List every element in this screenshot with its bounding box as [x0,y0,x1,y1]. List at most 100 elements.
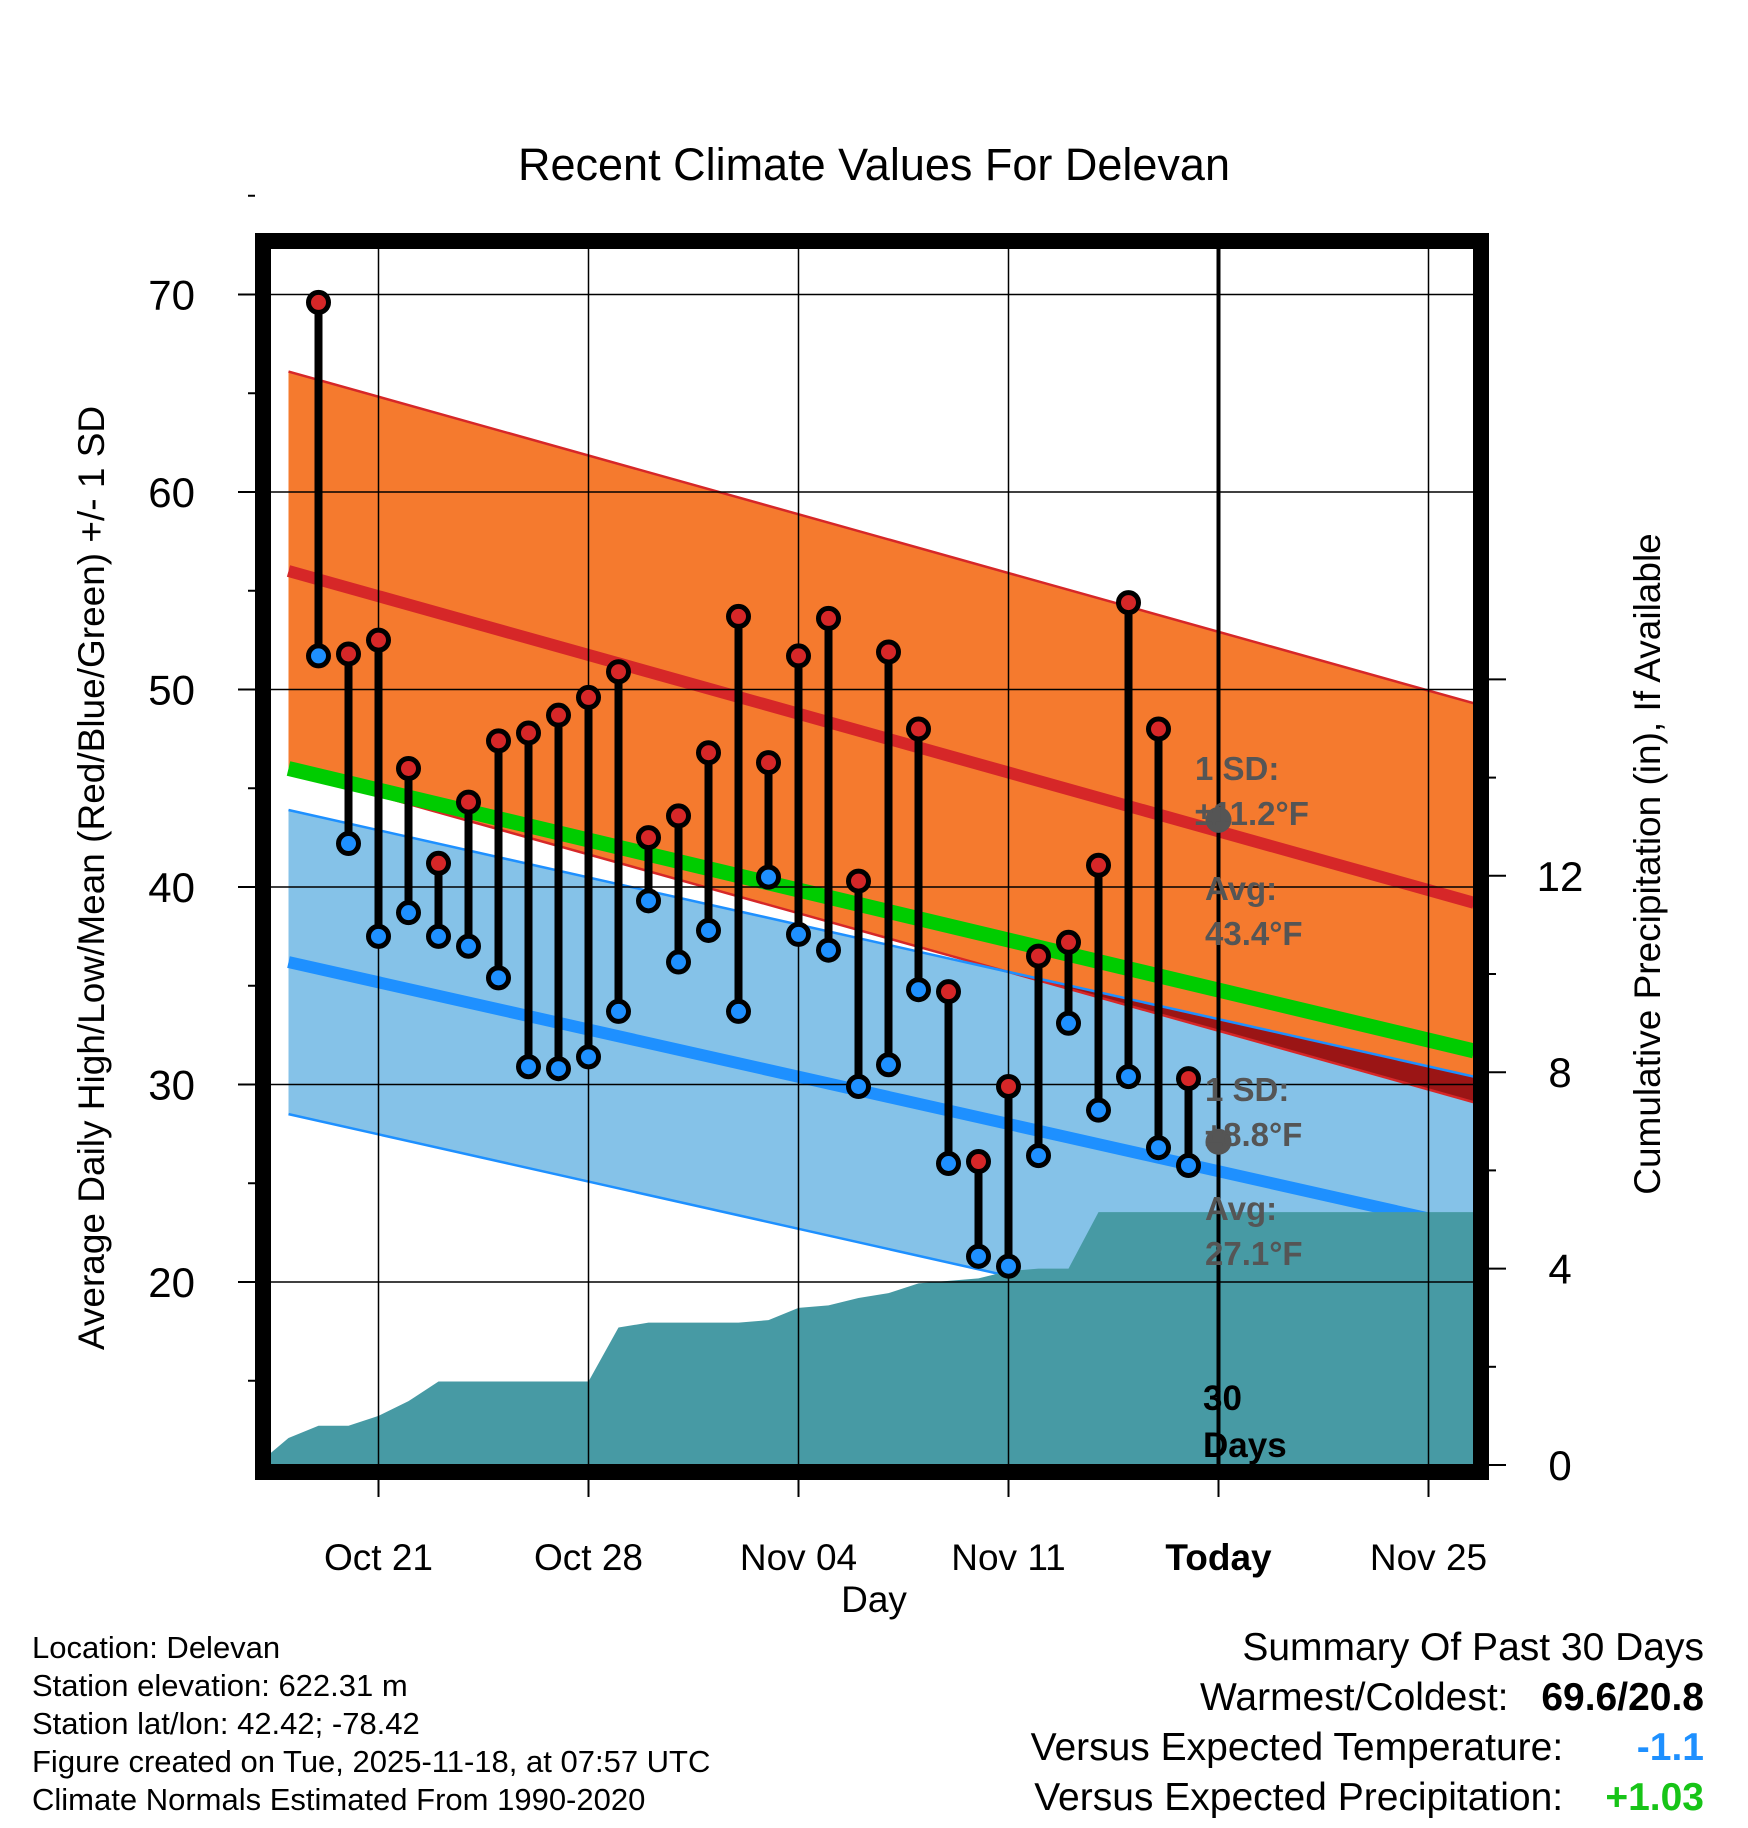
plot-frame [255,233,1489,1480]
plot-area: 1 SD: ±11.2°F Avg: 43.4°F 1 SD: ±8.8°F Avg: 27.… [270,248,1474,1465]
daily-high-point [1176,1066,1201,1092]
normal-high-line [286,565,1474,909]
daily-high-point [546,702,571,728]
daily-low-point [846,1073,871,1099]
warm-cold-label: Warmest/Coldest: [1200,1676,1509,1719]
x-tick-label: Nov 11 [951,1537,1066,1578]
daily-high-point [906,716,931,742]
x-tick-label: Today [1165,1537,1272,1578]
daily-low-point [906,977,931,1003]
normals-text: Climate Normals Estimated From 1990-2020 [32,1782,646,1817]
x-tick-label: Nov 25 [1370,1537,1487,1578]
today-high-avg-dot [1205,806,1232,833]
daily-high-point [726,603,751,629]
normal-low-line [287,956,1474,1235]
daily-high-point [306,289,331,315]
y-tick-label: 50 [148,667,195,714]
warm-cold-value: 69.6/20.8 [1541,1676,1704,1719]
daily-high-point [846,868,871,894]
daily-high-point [576,684,601,710]
low-avg-annotation: Avg: 27.1°F [1205,1190,1303,1272]
temp-anomaly-value: -1.1 [1636,1726,1704,1769]
daily-high-point [996,1073,1021,1099]
low-upper-sd-line [288,808,1474,1078]
daily-low-point [1026,1143,1051,1169]
y-tick-label: 30 [148,1062,195,1109]
y-axis-label: Average Daily High/Low/Mean (Red/Blue/Gr… [71,406,112,1350]
days-marker: 30 Days [1203,1379,1287,1465]
daily-high-point [876,639,901,665]
low-sd-annotation: 1 SD: ±8.8°F [1205,1071,1302,1153]
y2-tick-label: 0 [1548,1442,1571,1489]
daily-low-point [576,1044,601,1070]
summary-title: Summary Of Past 30 Days [1242,1626,1704,1669]
daily-low-point [306,643,331,669]
high-sd-annotation: 1 SD: ±11.2°F [1195,750,1309,832]
daily-high-point [336,641,361,667]
daily-low-point [336,831,361,857]
daily-low-point [936,1151,961,1176]
created-text: Figure created on Tue, 2025-11-18, at 07… [32,1744,711,1779]
daily-low-point [546,1056,571,1082]
daily-high-point [1146,716,1171,742]
y2-axis-label: Cumulative Precipitation (in), If Availa… [1627,533,1668,1195]
daily-low-point [696,917,721,943]
daily-low-point [606,998,631,1024]
y-tick-label: 40 [148,864,195,911]
daily-high-point [756,750,781,776]
x-tick-label: Nov 04 [740,1537,857,1578]
chart-title: Recent Climate Values For Delevan [518,139,1230,190]
daily-high-point [936,979,961,1005]
elevation-text: Station elevation: 622.31 m [32,1668,408,1703]
x-tick-label: Oct 28 [534,1537,643,1578]
daily-high-point [366,627,391,653]
daily-high-point [396,756,421,781]
daily-high-point [456,789,481,815]
location-text: Location: Delevan [32,1630,281,1665]
daily-low-point [366,923,391,949]
daily-high-point [636,825,661,851]
daily-low-point [426,923,451,949]
precip-anomaly-value: +1.03 [1605,1776,1704,1819]
daily-low-point [966,1243,991,1269]
daily-high-point [486,728,511,754]
y2-tick-label: 8 [1548,1049,1571,1096]
daily-high-point [606,659,631,685]
temp-anomaly-label: Versus Expected Temperature: [1030,1726,1564,1769]
daily-high-point [786,643,811,669]
daily-low-point [1146,1135,1171,1161]
daily-low-point [486,965,511,991]
daily-low-point [516,1054,541,1080]
y2-tick-label: 4 [1548,1246,1571,1293]
precip-anomaly-label: Versus Expected Precipitation: [1034,1776,1564,1819]
daily-low-point [666,949,691,975]
daily-high-point [816,605,841,631]
y-tick-label: 20 [148,1259,195,1306]
daily-low-point [996,1253,1021,1279]
daily-high-point [516,720,541,746]
daily-low-point [396,900,421,926]
daily-high-point [966,1149,991,1175]
daily-low-point [1116,1064,1141,1090]
x-axis-label: Day [841,1579,907,1620]
latlon-text: Station lat/lon: 42.42; -78.42 [32,1706,420,1741]
high-lower-sd-line [288,769,1474,1104]
left-axis: 20 30 40 50 60 70 [148,194,255,1382]
daily-high-point [426,850,451,876]
right-axis: 0 4 8 12 [1489,678,1584,1489]
daily-low-point [456,933,481,959]
daily-low-point [756,864,781,890]
daily-low-point [816,937,841,963]
daily-low-point [786,921,811,947]
daily-low-point [726,998,751,1024]
summary-panel: Summary Of Past 30 Days Warmest/Coldest:… [1031,1623,1704,1823]
daily-low-point [636,888,661,914]
daily-range-bars [306,289,1201,1279]
daily-high-point [1026,943,1051,969]
x-tick-label: Oct 21 [324,1537,433,1578]
bottom-axis: Oct 21 Oct 28 Nov 04 Nov 11 Today Nov 25 [324,1480,1487,1578]
daily-low-point [1056,1010,1081,1036]
y2-tick-label: 12 [1537,853,1584,900]
today-low-avg-dot [1205,1128,1232,1155]
